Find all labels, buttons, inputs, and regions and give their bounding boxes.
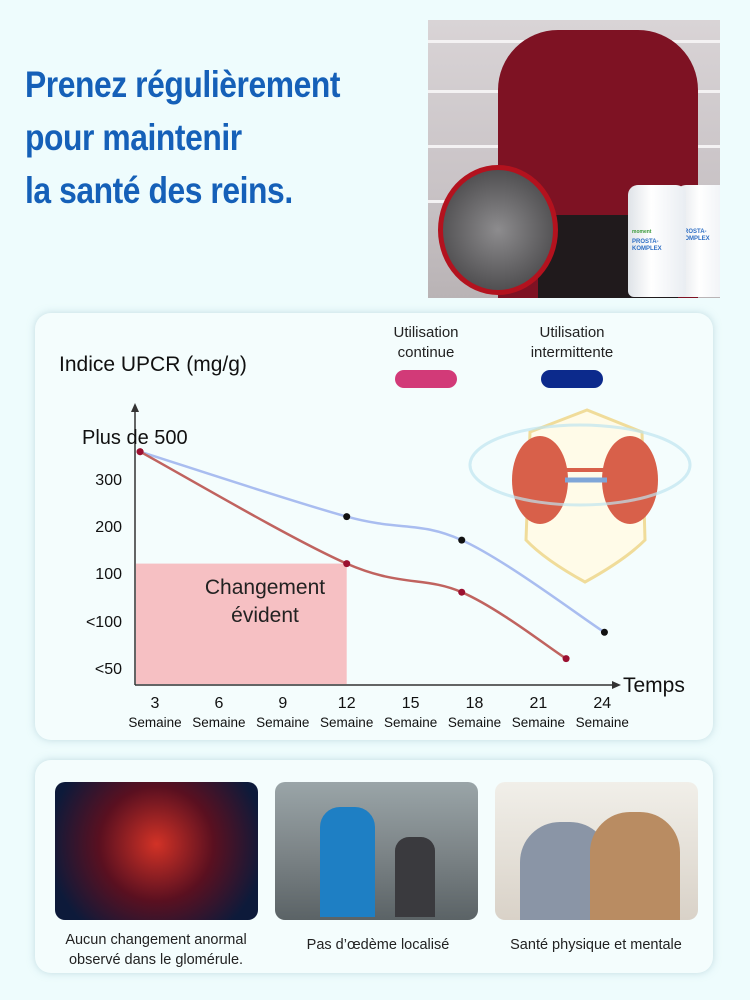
x-tick-label: 21 — [530, 695, 548, 712]
y-tick-label: 200 — [95, 519, 122, 536]
headline: Prenez régulièrement pour maintenir la s… — [25, 58, 340, 217]
legend-swatch — [395, 370, 457, 388]
data-point — [458, 588, 466, 596]
kidney-glow-image — [55, 782, 258, 920]
y-tick-label: <50 — [95, 661, 122, 678]
x-axis-arrow — [612, 681, 621, 689]
headline-line: Prenez régulièrement — [25, 64, 341, 105]
x-tick-label: 18 — [466, 695, 484, 712]
y-tick-label: Plus de 500 — [82, 427, 188, 449]
data-point — [562, 655, 570, 663]
benefit-caption: Pas d’œdème localisé — [306, 937, 450, 953]
x-tick-unit: Semaine — [512, 715, 565, 730]
x-tick-label: 12 — [338, 695, 356, 712]
highlight-region — [136, 563, 347, 684]
highlight-label: évident — [231, 604, 299, 627]
data-point — [343, 513, 351, 521]
legend-label: continue — [398, 344, 455, 361]
x-tick-label: 24 — [593, 695, 611, 712]
data-point — [600, 628, 608, 636]
x-tick-label: 15 — [402, 695, 420, 712]
data-point — [136, 448, 144, 456]
highlight-label: Changement — [205, 576, 325, 599]
y-axis-arrow — [131, 403, 139, 412]
couple-image — [495, 782, 698, 920]
product-bottle: moment PROSTA-KOMPLEX — [628, 185, 686, 297]
x-tick-unit: Semaine — [256, 715, 309, 730]
faucet-inset — [438, 165, 558, 295]
x-tick-label: 9 — [278, 695, 287, 712]
x-tick-label: 3 — [151, 695, 160, 712]
headline-line: la santé des reins. — [25, 170, 293, 211]
x-tick-label: 6 — [214, 695, 223, 712]
x-tick-unit: Semaine — [192, 715, 245, 730]
x-tick-unit: Semaine — [576, 715, 629, 730]
legend-label: Utilisation — [539, 324, 604, 341]
legend-swatch — [541, 370, 603, 388]
x-tick-unit: Semaine — [384, 715, 437, 730]
x-axis-title: Temps — [623, 674, 685, 697]
x-tick-unit: Semaine — [448, 715, 501, 730]
y-tick-label: 100 — [95, 566, 122, 583]
legend-label: intermittente — [531, 344, 614, 361]
x-tick-unit: Semaine — [128, 715, 181, 730]
hero-photo: PROSTA-KOMPLEX moment PROSTA-KOMPLEX — [428, 20, 720, 298]
x-tick-unit: Semaine — [320, 715, 373, 730]
benefit-caption: Aucun changement anormal observé dans le … — [65, 932, 247, 968]
kidney-shield-illustration — [468, 408, 692, 584]
data-point — [458, 536, 466, 544]
y-tick-label: <100 — [86, 614, 122, 631]
benefit-caption: Santé physique et mentale — [510, 937, 682, 953]
series-line — [139, 450, 567, 660]
series-line — [139, 450, 606, 634]
joggers-image — [275, 782, 478, 920]
y-tick-label: 300 — [95, 472, 122, 489]
data-point — [343, 560, 351, 568]
legend-label: Utilisation — [393, 324, 458, 341]
headline-line: pour maintenir — [25, 117, 242, 158]
y-axis-title: Indice UPCR (mg/g) — [59, 353, 247, 376]
